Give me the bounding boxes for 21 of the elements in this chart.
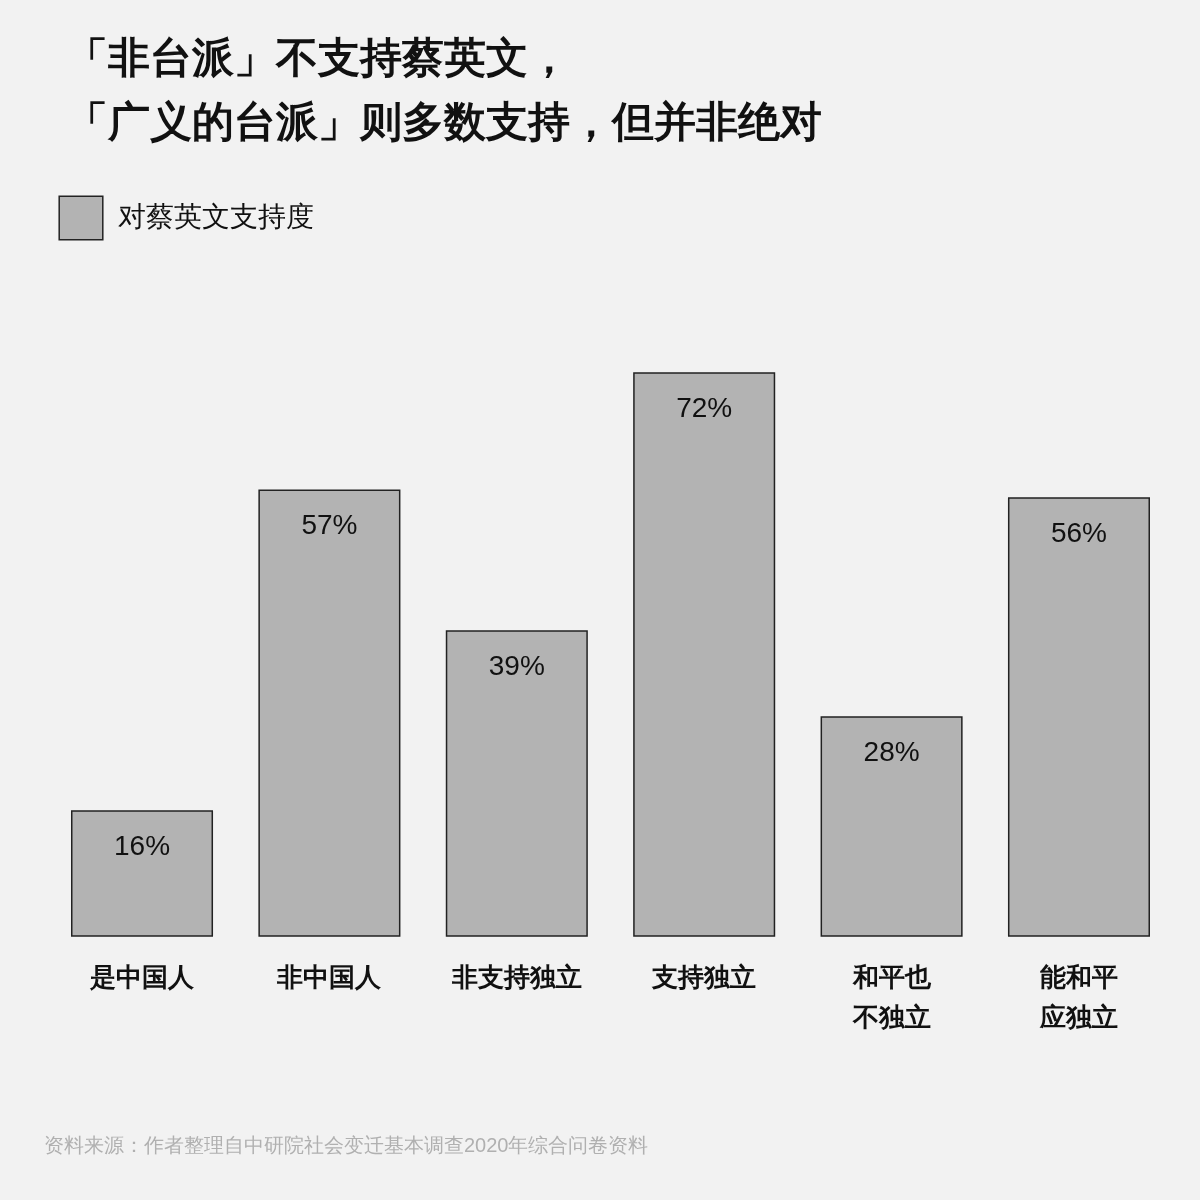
x-tick-label: 非中国人 xyxy=(276,961,383,992)
x-tick-label: 能和平应独立 xyxy=(1038,961,1118,1032)
data-label: 56% xyxy=(1050,517,1107,549)
data-label: 39% xyxy=(488,650,545,682)
data-label: 28% xyxy=(863,736,920,768)
data-label: 16% xyxy=(114,829,171,861)
x-tick-label: 和平也不独立 xyxy=(851,961,932,1032)
bar xyxy=(1007,497,1150,937)
legend-label: 对蔡英文支持度 xyxy=(118,201,314,232)
text: 资料来源：作者整理自中研院社会变迁基本调查2020年综合问卷资料 xyxy=(44,1133,649,1158)
x-tick-label: 非支持独立 xyxy=(450,961,582,992)
bar xyxy=(633,372,776,937)
x-tick-label: 支持独立 xyxy=(651,961,757,992)
data-label: 72% xyxy=(676,392,733,423)
bar xyxy=(445,630,588,937)
data-label: 57% xyxy=(301,509,358,541)
x-tick-label: 是中国人 xyxy=(89,961,196,992)
bar xyxy=(258,489,401,937)
bar xyxy=(71,810,214,937)
chart-title: 「非台派」不支持蔡英文，「广义的台派」则多数支持，但并非绝对 xyxy=(66,34,822,145)
bar xyxy=(820,716,963,937)
